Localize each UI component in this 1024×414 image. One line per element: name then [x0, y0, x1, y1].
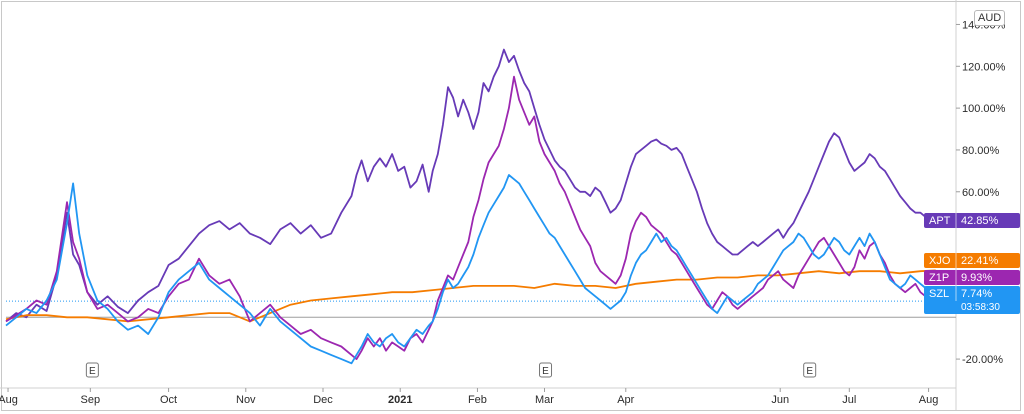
x-tick-label: Dec [313, 394, 333, 406]
earnings-marker-box[interactable] [539, 362, 553, 378]
earnings-marker-label: E [806, 366, 813, 377]
currency-badge[interactable]: AUD [974, 10, 1006, 26]
x-tick-label: Jun [771, 394, 789, 406]
y-tick-label: 60.00% [962, 187, 1000, 199]
price-tag-name: Z1P [929, 272, 949, 284]
x-tick-label: Apr [617, 394, 634, 406]
series-line-z1p [5, 75, 937, 360]
price-tag-z1p [924, 270, 1020, 285]
series-line-apt [5, 48, 937, 323]
y-tick-label: 120.00% [962, 61, 1006, 73]
price-tag-value: 42.85% [961, 215, 999, 227]
price-tag-szl [924, 286, 1020, 314]
price-tag-xjo [924, 253, 1020, 268]
y-tick-label: 80.00% [962, 145, 1000, 157]
earnings-marker-label: E [89, 366, 96, 377]
price-tag-value: 22.41% [961, 255, 999, 267]
x-tick-label: 2021 [388, 394, 412, 406]
series-line-szl [5, 174, 937, 365]
price-tag-apt [924, 213, 1020, 228]
x-tick-label: Nov [236, 394, 256, 406]
price-tag-name: APT [929, 215, 951, 227]
x-tick-label: Mar [535, 394, 554, 406]
series-line-xjo [5, 269, 936, 323]
x-tick-label: Aug [0, 394, 18, 406]
earnings-marker[interactable]: E [85, 362, 99, 378]
price-tag-name: XJO [929, 255, 951, 267]
x-tick-label: Feb [468, 394, 487, 406]
earnings-marker-box[interactable] [85, 362, 99, 378]
price-tag-value: 7.74% [961, 288, 992, 300]
price-tag-value: 9.93% [961, 272, 992, 284]
price-tag-countdown: 03:58:30 [961, 302, 1000, 313]
y-tick-label: 100.00% [962, 103, 1006, 115]
x-tick-label: Sep [81, 394, 101, 406]
x-tick-label: Aug [919, 394, 939, 406]
x-tick-label: Oct [160, 394, 177, 406]
y-tick-label: -20.00% [962, 354, 1003, 366]
x-tick-label: Jul [842, 394, 856, 406]
earnings-marker-label: E [542, 366, 549, 377]
price-tag-name: SZL [929, 288, 949, 300]
earnings-marker[interactable]: E [539, 362, 553, 378]
earnings-marker-box[interactable] [803, 362, 817, 378]
earnings-marker[interactable]: E [803, 362, 817, 378]
